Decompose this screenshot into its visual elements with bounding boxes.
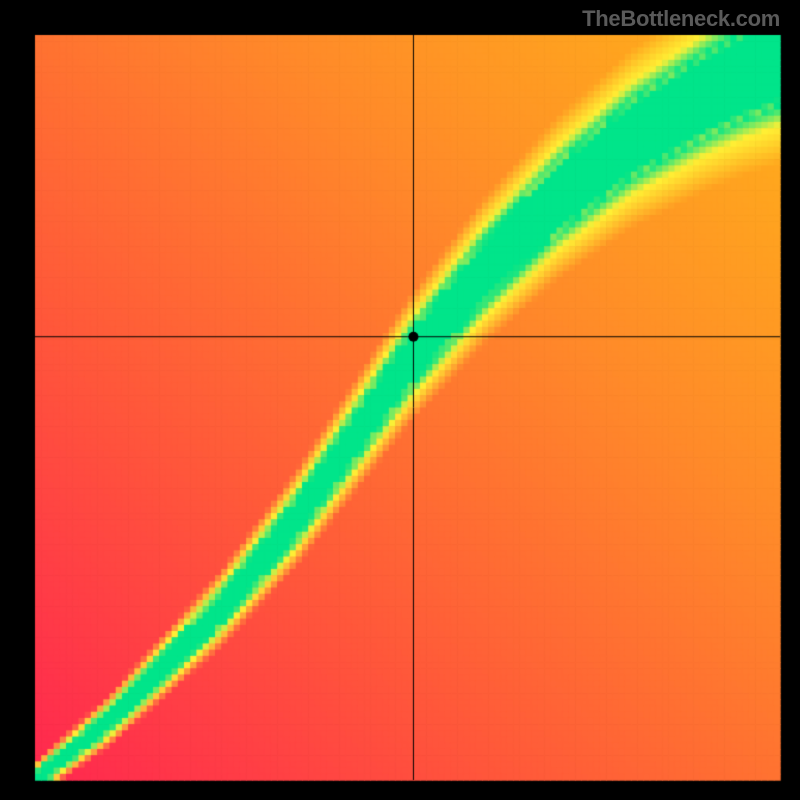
watermark-text: TheBottleneck.com	[582, 6, 780, 32]
bottleneck-heatmap	[0, 0, 800, 800]
chart-container: TheBottleneck.com	[0, 0, 800, 800]
